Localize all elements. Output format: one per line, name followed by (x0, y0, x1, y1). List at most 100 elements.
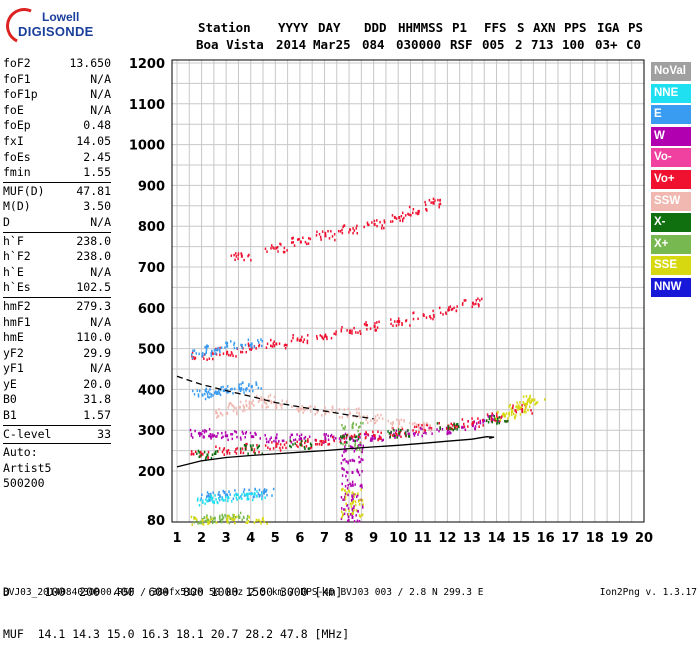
data-point (270, 247, 272, 250)
data-point (290, 441, 293, 444)
data-point (405, 319, 407, 323)
data-point (490, 414, 493, 418)
data-point (330, 433, 333, 437)
data-point (438, 306, 441, 310)
data-point (207, 520, 209, 524)
data-point (226, 345, 229, 348)
data-point (429, 424, 431, 427)
data-point (347, 507, 350, 510)
legend-item: X- (651, 213, 691, 233)
data-point (316, 230, 318, 234)
data-point (252, 404, 255, 407)
data-point (353, 229, 356, 232)
data-point (203, 516, 206, 519)
data-point (496, 412, 498, 415)
data-point (373, 437, 375, 440)
data-point (216, 450, 219, 453)
data-point (307, 242, 310, 245)
data-point (309, 237, 312, 241)
data-point (226, 352, 228, 356)
data-point (197, 449, 200, 453)
data-point (206, 358, 208, 361)
data-point (361, 513, 363, 517)
data-point (343, 450, 345, 454)
data-point (241, 346, 244, 349)
param-name: h`F (3, 233, 24, 248)
header-label-0: Station (198, 20, 251, 35)
data-point (225, 515, 227, 518)
data-point (511, 409, 513, 413)
series-3 (495, 394, 546, 422)
param-name: yF2 (3, 345, 24, 360)
data-point (301, 444, 303, 447)
data-point (455, 309, 458, 313)
data-point (232, 392, 234, 395)
data-point (359, 442, 361, 445)
param-row: h`F2 238.0 (3, 249, 111, 265)
data-point (265, 406, 268, 409)
data-point (461, 302, 464, 305)
data-point (221, 496, 223, 499)
data-point (358, 460, 360, 464)
series-4 (191, 297, 483, 361)
data-point (353, 433, 356, 437)
data-point (264, 490, 266, 493)
data-point (224, 499, 226, 502)
data-point (229, 340, 232, 343)
data-point (233, 406, 236, 409)
data-point (208, 499, 210, 502)
data-point (510, 410, 513, 414)
data-point (352, 439, 355, 442)
data-point (330, 336, 333, 340)
x-tick-label: 13 (463, 531, 481, 546)
data-point (464, 428, 467, 432)
param-name: yE (3, 376, 17, 391)
data-point (222, 499, 225, 502)
data-point (308, 447, 310, 450)
data-point (252, 435, 255, 438)
data-point (378, 437, 381, 440)
data-point (353, 326, 355, 330)
data-point (222, 385, 224, 389)
data-point (353, 505, 355, 508)
data-point (324, 438, 327, 441)
data-point (446, 432, 448, 436)
data-point (202, 523, 205, 526)
data-point (344, 443, 347, 446)
legend-item: E (651, 105, 691, 125)
data-point (271, 345, 274, 348)
param-name: foE (3, 102, 24, 117)
data-point (198, 504, 201, 507)
param-row: fxI 14.05 (3, 134, 111, 150)
data-point (255, 383, 258, 386)
data-point (408, 435, 410, 438)
data-point (398, 431, 401, 435)
data-point (351, 458, 354, 462)
data-point (275, 403, 278, 407)
data-point (213, 500, 215, 503)
data-point (240, 254, 243, 258)
data-point (410, 214, 412, 217)
param-value: N/A (90, 361, 111, 376)
data-point (391, 426, 393, 430)
data-point (397, 428, 400, 431)
file-info: BVJ03_2014084030000.RSF / 384fx512h 50 k… (3, 587, 484, 598)
data-point (233, 494, 236, 497)
legend-item: NNE (651, 83, 691, 103)
data-point (351, 515, 354, 519)
data-point (207, 390, 210, 394)
polarization-legend: NoVal NNE E W Vo- Vo+ SSW X- X+ SSE NNW (651, 62, 691, 300)
data-point (235, 448, 237, 451)
data-point (298, 434, 301, 438)
data-point (371, 439, 373, 442)
data-point (260, 398, 263, 402)
data-point (341, 514, 344, 517)
data-point (281, 446, 284, 449)
data-point (432, 197, 435, 201)
data-point (270, 436, 272, 439)
data-point (358, 411, 360, 415)
param-value: 13.650 (69, 56, 111, 70)
data-point (361, 470, 363, 473)
data-point (303, 437, 305, 440)
data-point (544, 398, 546, 401)
